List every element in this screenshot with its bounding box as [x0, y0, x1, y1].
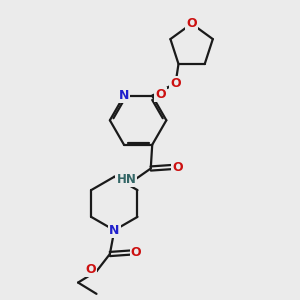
Text: O: O — [155, 88, 166, 101]
Text: O: O — [170, 77, 181, 90]
Text: O: O — [86, 263, 97, 276]
Text: O: O — [186, 17, 197, 30]
Text: N: N — [119, 89, 129, 102]
Text: HN: HN — [116, 173, 136, 186]
Text: N: N — [109, 224, 119, 237]
Text: O: O — [172, 160, 183, 173]
Text: O: O — [131, 246, 141, 259]
